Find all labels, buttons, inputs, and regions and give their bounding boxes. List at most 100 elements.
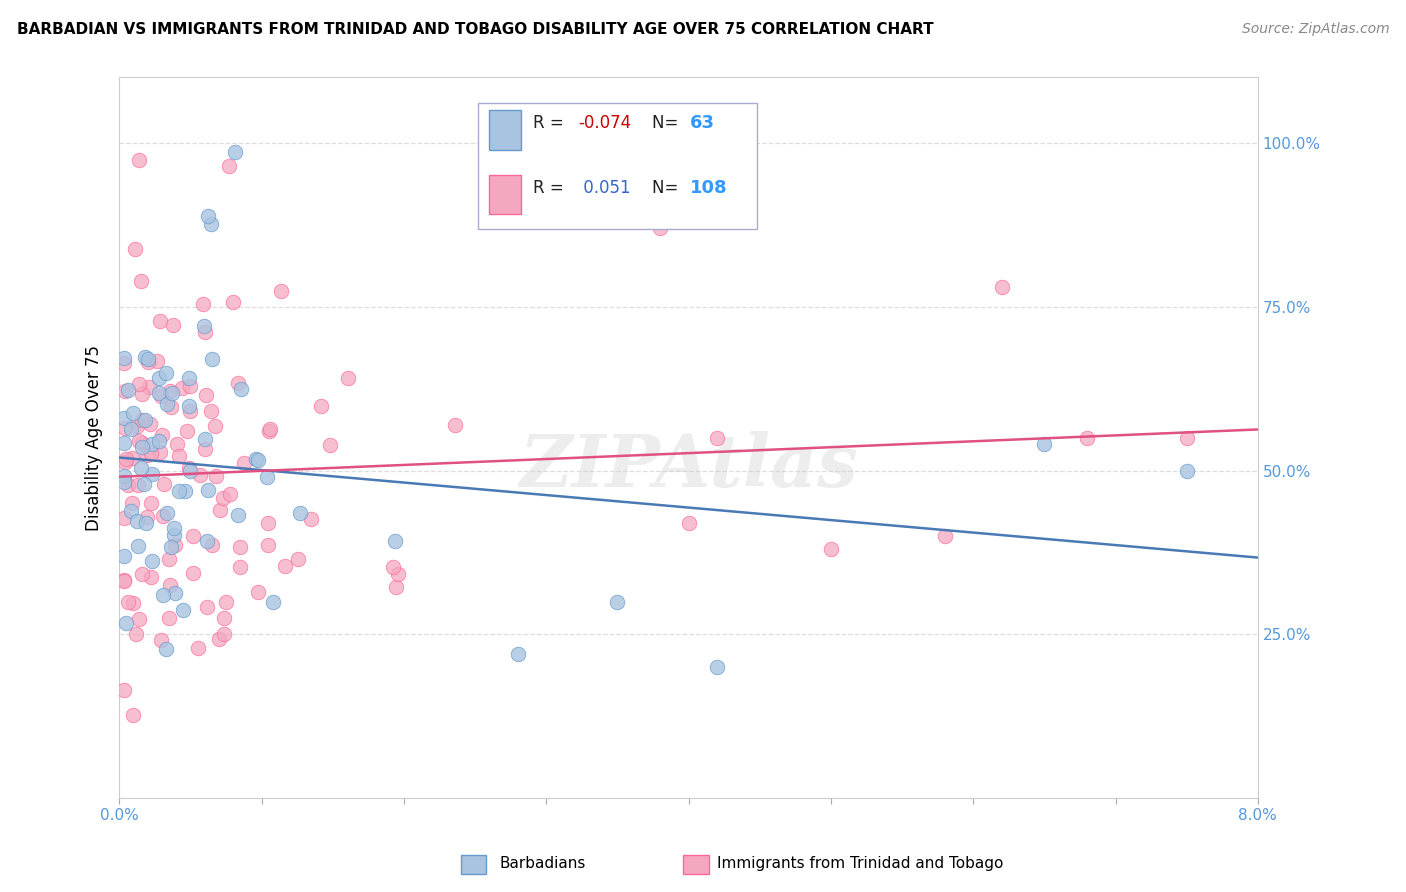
Point [287,552,309,566]
Point [606,594,628,608]
Point [162,386,184,401]
Point [208,632,231,646]
Point [197,209,219,223]
Text: Source: ZipAtlas.com: Source: ZipAtlas.com [1241,22,1389,37]
Point [934,529,956,543]
Point [112,682,135,697]
Point [706,431,728,445]
Point [179,404,201,418]
Point [200,404,222,418]
Point [214,611,236,625]
Point [112,475,135,489]
Point [156,397,179,411]
Point [114,420,136,434]
Point [134,477,156,491]
Point [115,616,138,631]
Point [149,632,172,647]
Point [195,388,218,402]
Point [159,401,181,415]
Point [148,434,170,449]
Point [173,484,195,499]
Point [112,468,135,483]
Point [125,627,148,641]
Point [191,297,214,311]
Point [229,560,252,574]
Point [1033,437,1056,451]
Point [506,647,529,661]
Point [384,533,406,548]
Point [155,366,177,380]
Point [311,399,333,413]
Point [166,437,188,451]
Point [820,542,842,557]
Text: R =: R = [533,178,568,197]
Point [127,514,149,528]
Point [256,516,278,530]
Point [152,477,174,491]
Point [112,356,135,370]
Point [112,549,135,563]
Text: N=: N= [652,178,683,197]
Point [209,503,232,517]
Point [150,389,173,403]
Point [195,533,218,548]
Point [128,434,150,449]
Point [165,538,187,552]
Point [152,588,174,602]
Point [193,319,215,334]
Point [274,559,297,574]
Point [141,496,163,510]
Point [194,442,217,456]
Point [121,451,143,466]
Point [319,438,342,452]
Point [112,411,135,425]
Point [152,509,174,524]
Point [167,484,190,499]
Point [232,456,254,470]
Point [112,511,135,525]
Point [197,483,219,498]
Point [226,508,249,522]
Point [136,354,159,368]
Point [148,386,170,401]
Bar [489,110,522,150]
Point [163,528,186,542]
Point [117,383,139,397]
Point [149,314,172,328]
FancyBboxPatch shape [478,103,756,228]
Point [222,294,245,309]
Point [120,504,142,518]
Point [179,379,201,393]
Point [112,435,135,450]
Point [177,399,200,413]
Point [259,422,281,436]
Point [262,595,284,609]
Point [224,145,246,160]
Point [381,559,404,574]
Point [245,451,267,466]
Point [141,467,163,481]
Point [122,406,145,420]
Point [179,464,201,478]
Point [129,460,152,475]
Point [194,432,217,446]
Point [117,595,139,609]
Point [117,477,139,491]
Point [135,516,157,530]
Point [205,468,228,483]
Text: Immigrants from Trinidad and Tobago: Immigrants from Trinidad and Tobago [717,856,1004,871]
Point [134,350,156,364]
Point [122,596,145,610]
Point [1175,431,1198,445]
Point [172,381,194,395]
Point [288,506,311,520]
Point [387,567,409,582]
Text: R =: R = [533,114,568,132]
Point [200,352,222,367]
Point [162,318,184,332]
Point [122,708,145,723]
Point [114,452,136,467]
Point [157,611,180,625]
Point [1076,431,1098,445]
Point [385,580,408,594]
